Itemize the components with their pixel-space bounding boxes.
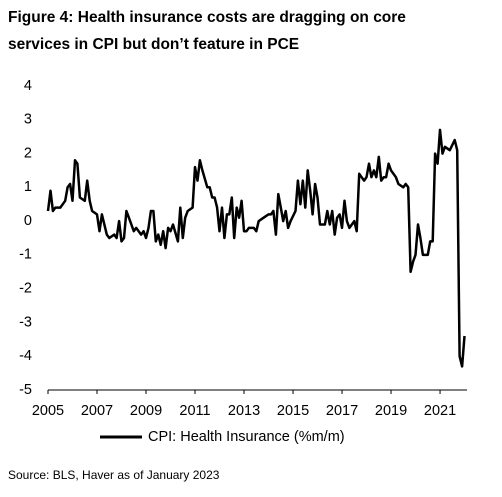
y-tick-label: 2 bbox=[24, 145, 32, 161]
x-tick-label: 2011 bbox=[179, 403, 210, 419]
x-tick-label: 2009 bbox=[130, 403, 162, 419]
y-tick-label: -1 bbox=[19, 247, 32, 263]
series-line bbox=[46, 128, 466, 368]
x-tick-label: 2017 bbox=[326, 403, 358, 419]
y-tick-label: -4 bbox=[19, 348, 32, 364]
y-tick-label: -5 bbox=[19, 382, 32, 398]
y-tick-label: 1 bbox=[24, 179, 32, 195]
chart-title: Figure 4: Health insurance costs are dra… bbox=[8, 9, 406, 26]
x-tick-label: 2019 bbox=[375, 403, 407, 419]
y-tick-label: 3 bbox=[24, 112, 32, 128]
x-tick-label: 2007 bbox=[81, 403, 113, 419]
legend-label: CPI: Health Insurance (%m/m) bbox=[148, 429, 345, 445]
x-tick-label: 2005 bbox=[32, 403, 64, 419]
x-tick-label: 2021 bbox=[424, 403, 456, 419]
y-tick-label: 0 bbox=[24, 213, 32, 229]
chart-title: services in CPI but don’t feature in PCE bbox=[8, 36, 299, 53]
x-tick-label: 2015 bbox=[277, 403, 309, 419]
x-tick-label: 2013 bbox=[228, 403, 260, 419]
y-tick-label: -2 bbox=[19, 280, 32, 296]
source: Source: BLS, Haver as of January 2023 bbox=[8, 468, 220, 482]
y-tick-label: 4 bbox=[24, 78, 32, 94]
y-tick-label: -3 bbox=[19, 314, 32, 330]
